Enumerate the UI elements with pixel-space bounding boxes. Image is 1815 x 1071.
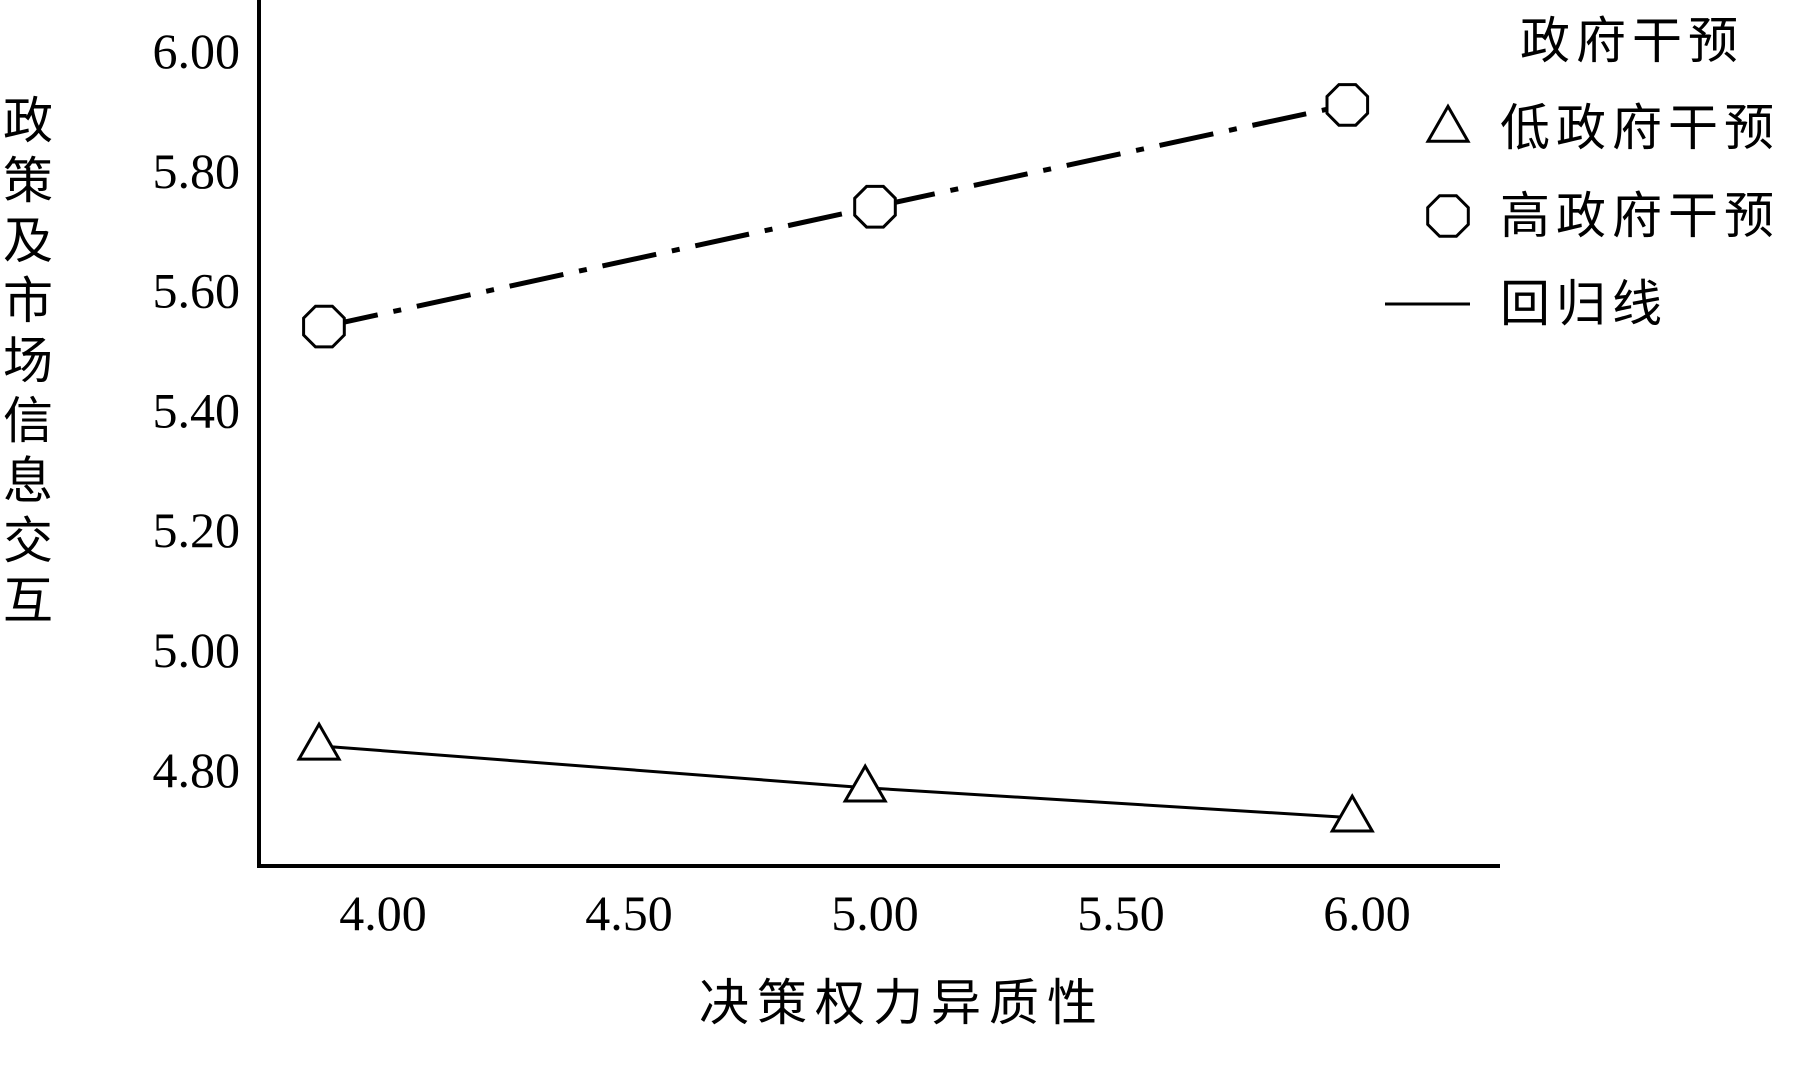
y-tick-label: 5.60	[153, 263, 241, 319]
series-layer	[296, 83, 1375, 833]
legend-entry: 低政府干预	[1425, 99, 1780, 157]
x-tick-label: 4.50	[585, 885, 673, 941]
y-tick-label: 5.00	[153, 622, 241, 678]
legend-marker-octagon	[1426, 194, 1470, 238]
y-tick-label: 5.20	[153, 502, 241, 558]
legend-entry: 回归线	[1385, 275, 1668, 333]
legend-label: 回归线	[1500, 275, 1668, 333]
data-point-triangle	[842, 763, 888, 803]
x-tick-label: 4.00	[339, 885, 427, 941]
y-tick-labels: 4.80 5.00 5.20 5.40 5.60 5.80 6.00	[153, 23, 241, 798]
y-tick-label: 4.80	[153, 742, 241, 798]
y-tick-label: 5.40	[153, 382, 241, 438]
y-tick-label: 5.80	[153, 143, 241, 199]
legend-entry: 高政府干预	[1426, 187, 1780, 245]
data-point-octagon	[302, 304, 346, 349]
data-point-triangle	[1329, 793, 1375, 833]
data-point-triangle	[296, 721, 342, 761]
series-octagon	[302, 83, 1370, 349]
legend-marker-triangle	[1425, 103, 1471, 143]
legend-title: 政府干预	[1520, 12, 1744, 70]
x-tick-label: 6.00	[1323, 885, 1411, 941]
chart-axes	[257, 0, 1500, 868]
y-axis-label-text: 政策及市场信息交互	[3, 92, 53, 630]
data-point-octagon	[853, 184, 897, 229]
series-line	[323, 102, 1348, 329]
y-tick-label: 6.00	[153, 23, 241, 79]
data-point-octagon	[1325, 83, 1370, 127]
legend-label: 高政府干预	[1500, 187, 1780, 245]
x-axis-label: 决策权力异质性	[699, 974, 1105, 1032]
series-triangle	[296, 721, 1375, 833]
x-tick-label: 5.50	[1077, 885, 1165, 941]
series-line	[318, 744, 1353, 820]
x-tick-labels: 4.00 4.50 5.00 5.50 6.00	[339, 885, 1411, 941]
x-tick-label: 5.00	[831, 885, 919, 941]
legend-label: 低政府干预	[1500, 99, 1780, 157]
y-axis-label: 政策及市场信息交互	[3, 92, 53, 630]
